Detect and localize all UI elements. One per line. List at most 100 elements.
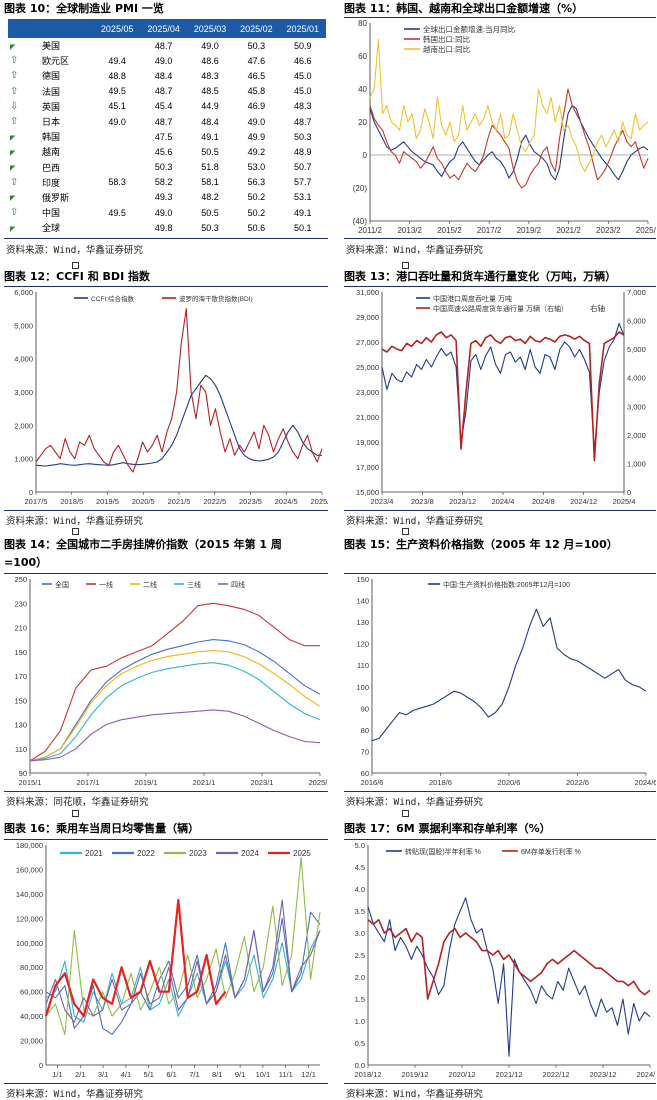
row-icon-cell: ◤ bbox=[8, 220, 40, 235]
legend-label: 2021 bbox=[85, 849, 103, 858]
axis-annotation: 右轴 bbox=[590, 303, 605, 313]
pmi-value-cell: 45.0 bbox=[294, 86, 312, 97]
pmi-value-cell: 50.1 bbox=[294, 222, 312, 233]
row-icon-cell: ◤ bbox=[8, 129, 40, 144]
source-note: 资料来源：Wind，华鑫证券研究 bbox=[346, 797, 483, 808]
row-icon-cell: ⇧ bbox=[8, 175, 40, 190]
country-cell: 英国 bbox=[42, 101, 61, 112]
row-icon-cell: ◤ bbox=[8, 160, 40, 175]
y-tick-label: 4.0 bbox=[355, 885, 365, 894]
country-cell: 印度 bbox=[42, 177, 61, 188]
y-tick-label: 0.5 bbox=[355, 1039, 365, 1048]
x-tick-label: 2017/2 bbox=[477, 226, 502, 235]
y2-tick-label: 3,000 bbox=[627, 402, 646, 411]
y-tick-label: 1.0 bbox=[355, 1017, 365, 1026]
pmi-value-cell bbox=[94, 220, 140, 235]
x-tick-label: 2021/12 bbox=[495, 1070, 522, 1079]
x-tick-label: 2015/1 bbox=[19, 778, 42, 787]
panel-car-sales: 图表 16：乘用车当周日均零售量（辆） 0 20,000 40,000 60,000 8… bbox=[4, 820, 328, 1100]
y2-tick-label: 6,000 bbox=[627, 317, 646, 326]
x-tick-label: 2024/4 bbox=[492, 497, 515, 506]
series-line-2 bbox=[29, 649, 321, 762]
y-tick-label: 80 bbox=[361, 726, 369, 735]
y-tick-label: 100 bbox=[356, 683, 369, 692]
y-tick-label: 4,000 bbox=[14, 355, 33, 364]
column-header: 2025/03 bbox=[186, 19, 234, 38]
column-header: 2025/01 bbox=[279, 19, 326, 38]
x-tick-label: 7/1 bbox=[189, 1070, 199, 1079]
source-note: 资料来源：Wind，华鑫证券研究 bbox=[6, 1089, 143, 1100]
source-note: 资料来源：Wind，华鑫证券研究 bbox=[346, 245, 483, 256]
x-tick-label: 2023/12 bbox=[589, 1070, 616, 1079]
source-note: 资料来源：Wind，华鑫证券研究 bbox=[346, 1089, 483, 1100]
pmi-value-cell: 48.2 bbox=[201, 192, 219, 203]
x-tick-label: 2023/4 bbox=[371, 497, 394, 506]
pmi-value-cell: 50.3 bbox=[154, 162, 173, 173]
y-tick-label: 160,000 bbox=[16, 865, 43, 874]
y-tick-label: 21,000 bbox=[356, 413, 379, 422]
y-tick-label: 150 bbox=[14, 696, 27, 705]
table-row: ⇧ 中国 49.5 49.0 50.5 50.2 49.1 bbox=[8, 205, 326, 220]
arrow-up-icon: ⇧ bbox=[10, 176, 19, 188]
x-tick-label: 2024/12 bbox=[636, 1070, 656, 1079]
y2-tick-label: 5,000 bbox=[627, 345, 646, 354]
x-tick-label: 2024/12 bbox=[570, 497, 597, 506]
y-tick-label: 230 bbox=[14, 599, 27, 608]
y-tick-label: 15,000 bbox=[356, 488, 379, 497]
pmi-value-cell: 50.3 bbox=[294, 131, 312, 142]
table-row: ⇧ 欧元区 49.4 49.0 48.6 47.6 46.6 bbox=[8, 53, 326, 68]
y-tick-label: 120 bbox=[356, 640, 369, 649]
y-tick-label: 210 bbox=[14, 624, 27, 633]
pmi-value-cell: 48.7 bbox=[154, 40, 173, 51]
pmi-value-cell: 58.2 bbox=[154, 177, 173, 188]
row-icon-cell: ⇧ bbox=[8, 205, 40, 220]
x-tick-label: 2023/1 bbox=[251, 778, 274, 787]
series-line-1 bbox=[29, 602, 320, 762]
row-icon-cell: ⇧ bbox=[8, 84, 40, 99]
arrow-up-icon: ⇧ bbox=[10, 70, 19, 82]
y-tick-label: 2.0 bbox=[355, 973, 365, 982]
y-tick-label: 6,000 bbox=[14, 288, 33, 297]
y-tick-label: 3.5 bbox=[355, 907, 365, 916]
country-cell: 全球 bbox=[42, 223, 61, 234]
pmi-table: 2025/05 2025/04 2025/03 2025/02 2025/01 ◤ 美国 4… bbox=[8, 19, 326, 235]
table-row: ⇧ 日本 49.0 48.7 48.4 49.0 48.7 bbox=[8, 114, 326, 129]
legend-label: 中国港口周度吞吐量 万吨 bbox=[433, 294, 512, 303]
series-line-2 bbox=[45, 856, 321, 1035]
x-tick-label: 5/1 bbox=[144, 1070, 154, 1079]
series-line-0 bbox=[381, 322, 625, 453]
pmi-value-cell: 49.2 bbox=[247, 146, 266, 157]
pmi-value-cell: 45.8 bbox=[247, 86, 266, 97]
x-tick-label: 2020/12 bbox=[448, 1070, 475, 1079]
column-header bbox=[8, 19, 40, 38]
pmi-value-cell: 49.0 bbox=[108, 116, 126, 127]
x-tick-label: 2023/8 bbox=[411, 497, 434, 506]
table-row: ◤ 韩国 47.5 49.1 49.9 50.3 bbox=[8, 129, 326, 144]
pmi-value-cell: 46.5 bbox=[247, 70, 266, 81]
pmi-value-cell: 49.9 bbox=[247, 131, 266, 142]
legend-label: 2024 bbox=[241, 849, 259, 858]
legend-label: 三线 bbox=[187, 580, 201, 589]
x-tick-label: 2025/5 bbox=[311, 497, 328, 506]
x-tick-label: 2019/5 bbox=[96, 497, 119, 506]
x-tick-label: 2023/2 bbox=[596, 226, 621, 235]
series-line-4 bbox=[29, 709, 321, 762]
pmi-value-cell bbox=[94, 190, 140, 205]
x-tick-label: 2015/2 bbox=[437, 226, 462, 235]
flag-marker-icon: ◤ bbox=[10, 165, 16, 173]
pmi-value-cell: 56.3 bbox=[247, 177, 266, 188]
x-tick-label: 2025/1 bbox=[309, 778, 328, 787]
y-tick-label: 5,000 bbox=[14, 321, 33, 330]
y-tick-label: 170 bbox=[14, 672, 27, 681]
y2-tick-label: 7,000 bbox=[627, 288, 646, 297]
country-cell: 日本 bbox=[42, 117, 61, 128]
y-tick-label: 17,000 bbox=[356, 463, 379, 472]
pmi-value-cell: 50.3 bbox=[201, 222, 219, 233]
x-tick-label: 11/1 bbox=[279, 1070, 293, 1079]
y-tick-label: 0 bbox=[39, 1061, 43, 1070]
pmi-value-cell: 49.5 bbox=[108, 207, 126, 218]
y-tick-label: 70 bbox=[361, 747, 369, 756]
x-tick-label: 2018/12 bbox=[354, 1070, 381, 1079]
y-tick-label: 130 bbox=[14, 721, 27, 730]
country-cell: 欧元区 bbox=[42, 56, 70, 67]
